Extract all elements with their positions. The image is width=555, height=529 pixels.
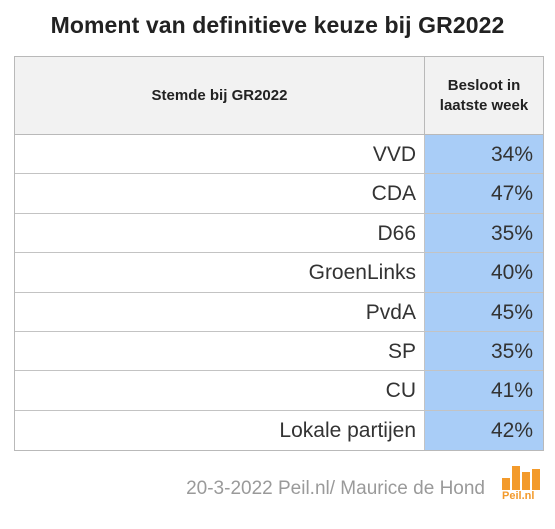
table-row: SP 35% [15, 331, 543, 372]
party-label: CDA [15, 174, 425, 213]
party-label: D66 [15, 213, 425, 253]
bar-chart-logo-icon [502, 466, 542, 490]
source-credit: 20-3-2022 Peil.nl/ Maurice de Hond [186, 478, 485, 499]
table-row: CU 41% [15, 371, 543, 411]
percentage-value: 40% [425, 253, 543, 292]
party-label: Lokale partijen [15, 410, 425, 451]
table-body: VVD 34% CDA 47% D66 35% GroenLinks 40% PvdA 45% SP… [15, 135, 543, 451]
column-header-value: Besloot in laatste week [439, 76, 529, 114]
logo-bar [502, 478, 510, 490]
party-label: SP [15, 331, 425, 371]
table-row: CDA 47% [15, 174, 543, 214]
table-row: PvdA 45% [15, 292, 543, 332]
percentage-value: 41% [425, 371, 543, 410]
logo-text: Peil.nl [502, 490, 535, 502]
party-label: PvdA [15, 292, 425, 331]
logo-bar [532, 469, 540, 490]
peil-logo: Peil.nl [502, 466, 542, 504]
percentage-value: 45% [425, 292, 543, 331]
results-table: Stemde bij GR2022 Besloot in laatste wee… [14, 56, 544, 452]
table-row: Lokale partijen 42% [15, 410, 543, 451]
percentage-value: 47% [425, 174, 543, 213]
logo-bar [522, 472, 530, 490]
table-row: GroenLinks 40% [15, 253, 543, 293]
party-label: GroenLinks [15, 253, 425, 292]
percentage-value: 42% [425, 410, 543, 451]
percentage-value: 34% [425, 135, 543, 174]
table-row: D66 35% [15, 213, 543, 254]
logo-bar [512, 466, 520, 490]
table-header: Stemde bij GR2022 Besloot in laatste wee… [15, 57, 543, 135]
chart-title: Moment van definitieve keuze bij GR2022 [50, 12, 505, 38]
percentage-value: 35% [425, 213, 543, 253]
party-label: VVD [15, 135, 425, 174]
table-row: VVD 34% [15, 135, 543, 175]
party-label: CU [15, 371, 425, 410]
column-header-party: Stemde bij GR2022 [15, 57, 425, 134]
percentage-value: 35% [425, 331, 543, 371]
